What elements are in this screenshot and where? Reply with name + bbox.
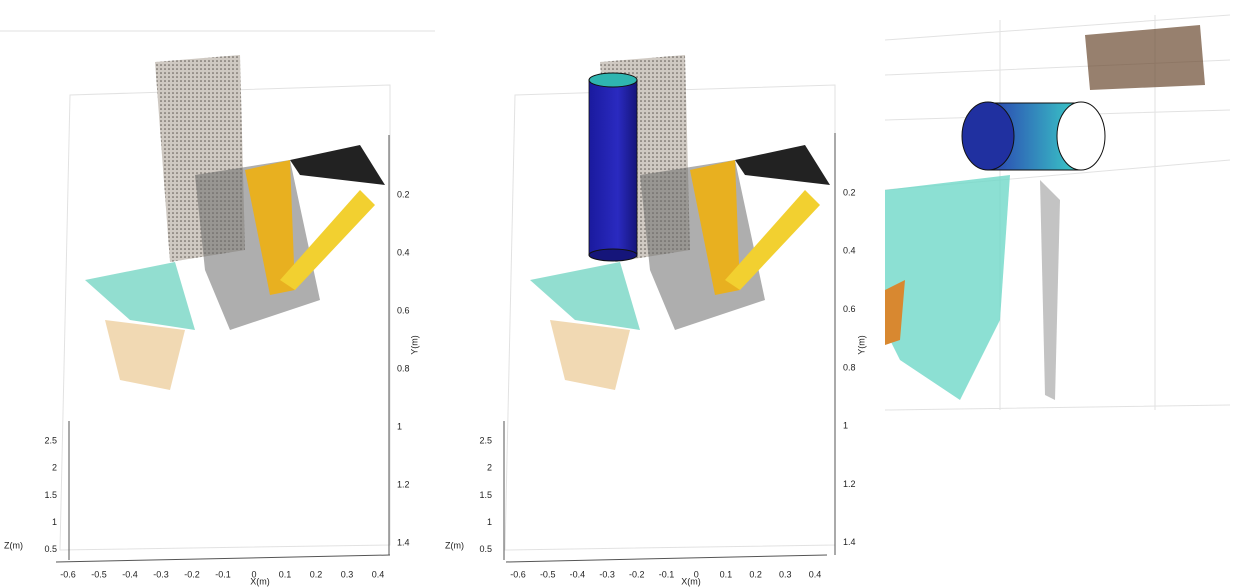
x-tick-label: -0.5 [91,569,107,579]
y-axis-label: Y(m) [856,335,866,355]
y-tick-label: 0.2 [397,189,410,199]
y-tick-label: 1.4 [843,537,856,547]
x-tick-label: -0.5 [540,569,556,579]
z-tick-label: 1 [487,517,492,527]
y-tick-label: 1 [843,421,848,431]
y-tick-label: 0.6 [843,304,856,314]
y-axis-label: Y(m) [409,335,419,355]
y-tick-label: 1 [397,421,402,431]
x-tick-label: -0.2 [629,569,645,579]
x-tick-label: 0.2 [749,569,762,579]
y-tick-label: 1.2 [843,479,856,489]
z-tick-label: 1 [52,517,57,527]
z-tick-label: 2.5 [479,435,492,445]
zoom-view [885,15,1230,410]
x-tick-label: -0.1 [659,569,675,579]
x-tick-label: 0.1 [279,569,292,579]
y-tick-label: 1.2 [397,479,410,489]
x-axis-label: X(m) [250,576,270,586]
z-tick-label: 0.5 [44,544,57,554]
x-tick-label: 0.1 [720,569,733,579]
y-tick-label: 0.2 [843,187,856,197]
y-tick-label: 1.4 [397,537,410,547]
z-axis-label: Z(m) [445,540,464,550]
z-tick-label: 2 [52,463,57,473]
y-tick-label: 0.4 [397,247,410,257]
x-tick-label: 0.3 [341,569,354,579]
x-axis [56,555,390,562]
x-tick-label: 0.2 [310,569,323,579]
z-tick-label: 1.5 [44,490,57,500]
x-tick-label: 0.4 [372,569,385,579]
x-tick-label: -0.6 [60,569,76,579]
x-tick-label: -0.6 [510,569,526,579]
point-cloud-2 [505,55,835,550]
x-tick-label: -0.3 [599,569,615,579]
x-tick-label: 0.4 [809,569,822,579]
x-tick-label: -0.2 [184,569,200,579]
y-tick-label: 0.8 [843,362,856,372]
x-axis-label: X(m) [681,576,701,586]
y-tick-label: 0.8 [397,363,410,373]
x-tick-label: -0.1 [215,569,231,579]
x-axis [506,555,827,562]
y-tick-label: 0.4 [843,246,856,256]
x-tick-label: -0.4 [122,569,138,579]
z-tick-label: 1.5 [479,490,492,500]
z-axis-label: Z(m) [4,540,23,550]
x-tick-label: 0.3 [779,569,792,579]
z-tick-label: 2 [487,463,492,473]
point-cloud-1 [60,55,390,550]
x-tick-label: -0.4 [570,569,586,579]
z-tick-label: 2.5 [44,435,57,445]
figure: -0.6-0.5-0.4-0.3-0.2-0.100.10.20.30.40.2… [0,0,1233,587]
z-tick-label: 0.5 [479,544,492,554]
y-tick-label: 0.6 [397,305,410,315]
x-tick-label: -0.3 [153,569,169,579]
